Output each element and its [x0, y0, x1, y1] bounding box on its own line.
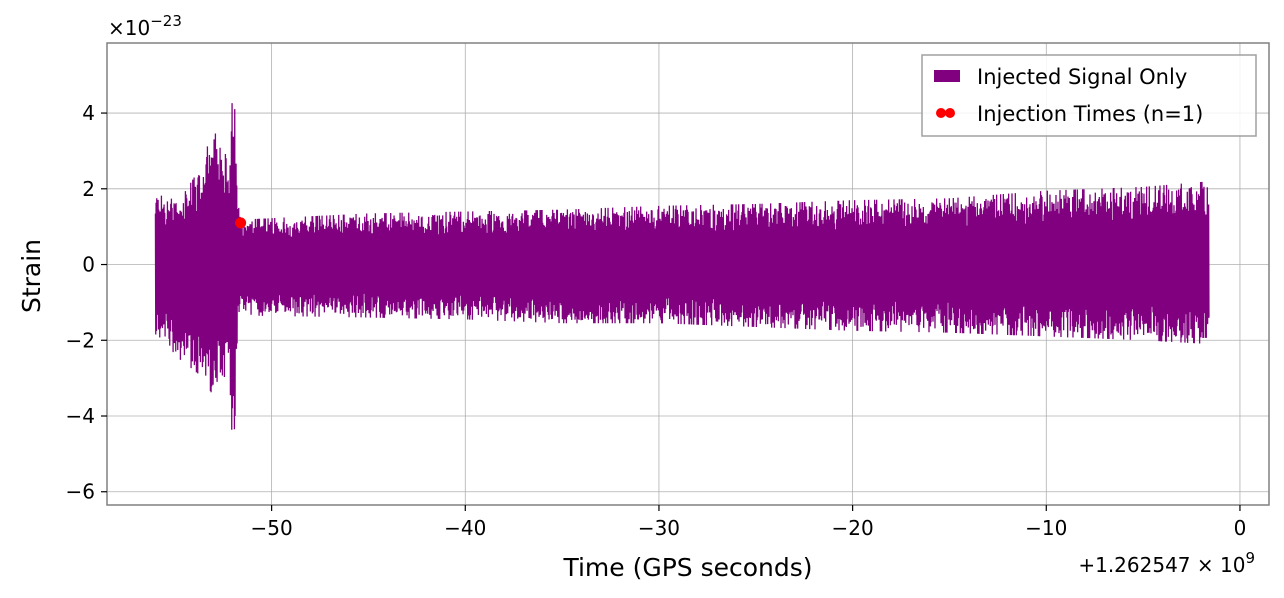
x-ticks: −50 −40 −30 −20 −10 0 [251, 505, 1247, 540]
signal-layer [154, 103, 1210, 430]
legend-marker-injection-1 [936, 108, 946, 118]
signal-trace [154, 103, 1210, 430]
x-tick-label: 0 [1234, 516, 1247, 540]
legend-marker-injection-2 [945, 108, 955, 118]
y-tick-label: 0 [82, 253, 95, 277]
legend-swatch-signal [934, 70, 960, 82]
y-scale-label: ×10−23 [108, 12, 182, 40]
legend: Injected Signal Only Injection Times (n=… [921, 54, 1257, 137]
x-tick-label: −30 [638, 516, 680, 540]
legend-entry-signal: Injected Signal Only [977, 65, 1187, 89]
y-ticks: −6 −4 −2 0 2 4 [66, 101, 107, 504]
y-tick-label: 2 [82, 177, 95, 201]
x-tick-label: −20 [832, 516, 874, 540]
x-axis-label: Time (GPS seconds) [562, 553, 812, 582]
x-tick-label: −50 [251, 516, 293, 540]
legend-entry-injection: Injection Times (n=1) [977, 102, 1203, 126]
legend-box [921, 54, 1257, 137]
plot-frame [106, 42, 1270, 506]
y-tick-label: 4 [82, 101, 95, 125]
x-offset-label: +1.262547 × 109 [1078, 549, 1255, 577]
y-axis-label: Strain [17, 239, 46, 313]
y-tick-label: −2 [66, 328, 95, 352]
y-tick-label: −6 [66, 480, 95, 504]
injection-point [235, 217, 247, 229]
injection-points [235, 217, 247, 229]
x-tick-label: −40 [444, 516, 486, 540]
x-tick-label: −10 [1025, 516, 1067, 540]
y-tick-label: −4 [66, 404, 95, 428]
